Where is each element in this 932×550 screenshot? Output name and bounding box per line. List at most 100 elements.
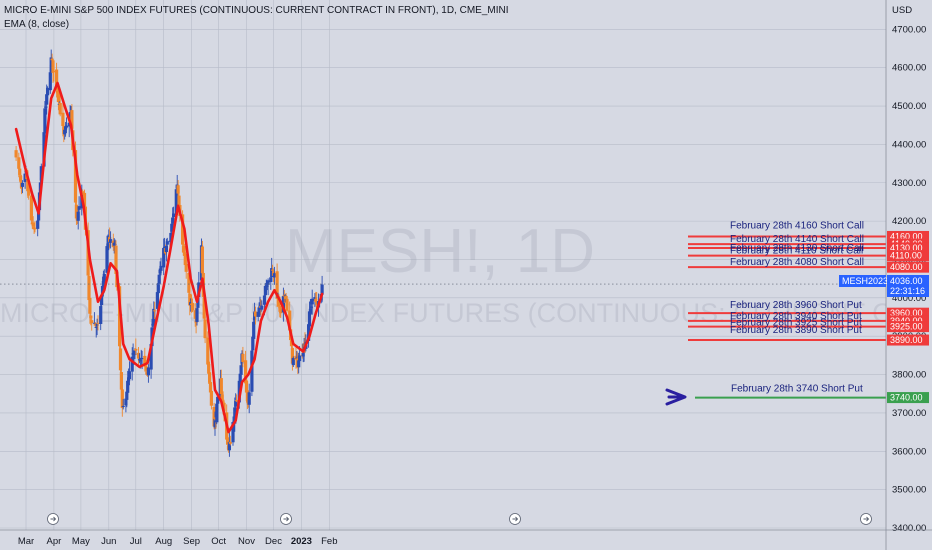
candle-body xyxy=(77,206,81,210)
candle-body xyxy=(216,396,220,404)
candle-body xyxy=(200,246,204,274)
candle-body xyxy=(90,320,94,324)
candle-body xyxy=(164,246,168,252)
candle-body xyxy=(196,297,200,308)
candle-body xyxy=(231,422,235,443)
strike-annotation: February 28th 4160 Short Call xyxy=(730,220,864,231)
time-tick-label: Feb xyxy=(321,536,337,547)
candle-body xyxy=(181,245,186,253)
candle-body xyxy=(289,340,294,347)
strike-annotation: February 28th 3925 Short Put xyxy=(730,318,862,329)
symbol-tag xyxy=(839,275,886,287)
candle-body xyxy=(270,268,274,277)
candle-body xyxy=(238,373,242,383)
candle-body xyxy=(279,308,283,314)
earnings-event-icon[interactable] xyxy=(860,513,872,525)
candle-body xyxy=(235,400,239,402)
candle-body xyxy=(89,315,93,319)
candle-body xyxy=(265,285,269,287)
candle xyxy=(235,394,239,403)
candle-body xyxy=(208,382,213,393)
price-tick-label: 4000.00 xyxy=(892,293,926,304)
candle-body xyxy=(99,306,103,324)
candle-body xyxy=(74,204,78,219)
candle-body xyxy=(43,108,47,134)
candle-body xyxy=(207,363,211,374)
candle-body xyxy=(288,310,292,331)
strike-price-tag xyxy=(887,242,929,254)
candle-body xyxy=(269,277,273,283)
candle xyxy=(163,237,167,258)
candle-body xyxy=(272,273,276,278)
candle xyxy=(184,254,188,279)
candle-body xyxy=(308,308,312,314)
candle xyxy=(88,294,92,324)
candle-body xyxy=(244,381,249,393)
price-tick-label: 4200.00 xyxy=(892,216,926,227)
candle-body xyxy=(96,322,100,324)
candle-body xyxy=(297,360,301,368)
candle xyxy=(162,238,166,276)
candle xyxy=(130,347,134,381)
candle-body xyxy=(315,301,319,305)
candle xyxy=(136,346,141,366)
candle xyxy=(272,266,276,285)
candle-body xyxy=(245,390,249,401)
candle xyxy=(93,322,97,328)
candle-body xyxy=(33,228,37,230)
time-tick-label: 2023 xyxy=(291,536,312,547)
candle-body xyxy=(133,350,137,356)
candle-body xyxy=(295,357,299,359)
time-tick-label: Dec xyxy=(265,536,282,547)
candle-body xyxy=(14,150,18,158)
candle xyxy=(121,398,125,410)
candle-body xyxy=(39,166,43,181)
event-markers xyxy=(47,513,872,525)
candle-body xyxy=(119,372,123,390)
candle-body xyxy=(307,311,312,327)
candle-body xyxy=(208,372,212,383)
candle-body xyxy=(203,319,207,339)
candle-body xyxy=(277,296,281,307)
candle xyxy=(143,347,147,372)
candle xyxy=(188,284,192,316)
strike-price-tag xyxy=(887,315,929,327)
time-tick-label: Mar xyxy=(18,536,34,547)
candle-body xyxy=(152,308,156,326)
candle-body xyxy=(172,213,176,218)
candle-body xyxy=(239,365,243,375)
candle-body xyxy=(263,286,267,296)
price-tick-label: 4500.00 xyxy=(892,101,926,112)
candle xyxy=(32,222,36,234)
strike-price-label: 3890.00 xyxy=(890,335,923,345)
dividend-event-icon[interactable] xyxy=(47,513,59,525)
strike-annotation: February 28th 4140 Short Call xyxy=(730,234,864,245)
candle-body xyxy=(102,273,106,284)
candle-body xyxy=(137,359,141,361)
candle-body xyxy=(81,191,85,193)
candle-body xyxy=(101,281,105,287)
candle-body xyxy=(252,321,256,339)
candle xyxy=(301,351,305,363)
strike-price-tag xyxy=(887,307,929,319)
last-price-label: 4036.00 xyxy=(890,276,923,286)
dividend-event-icon[interactable] xyxy=(280,513,292,525)
candle-body xyxy=(260,305,264,310)
candle-body xyxy=(120,389,124,409)
candle-body xyxy=(100,285,105,294)
countdown-label: 22:31:16 xyxy=(890,286,925,296)
strike-price-tag xyxy=(887,250,929,262)
candle-body xyxy=(93,323,97,326)
candle-body xyxy=(220,394,224,400)
candle-body xyxy=(149,344,153,370)
candle-body xyxy=(55,69,59,90)
candle xyxy=(120,382,124,417)
price-axis-currency: USD xyxy=(892,5,912,16)
candle xyxy=(281,287,285,322)
strike-price-tag xyxy=(887,230,929,242)
candle xyxy=(95,318,99,336)
dividend-event-icon[interactable] xyxy=(509,513,521,525)
candle-body xyxy=(20,182,24,187)
